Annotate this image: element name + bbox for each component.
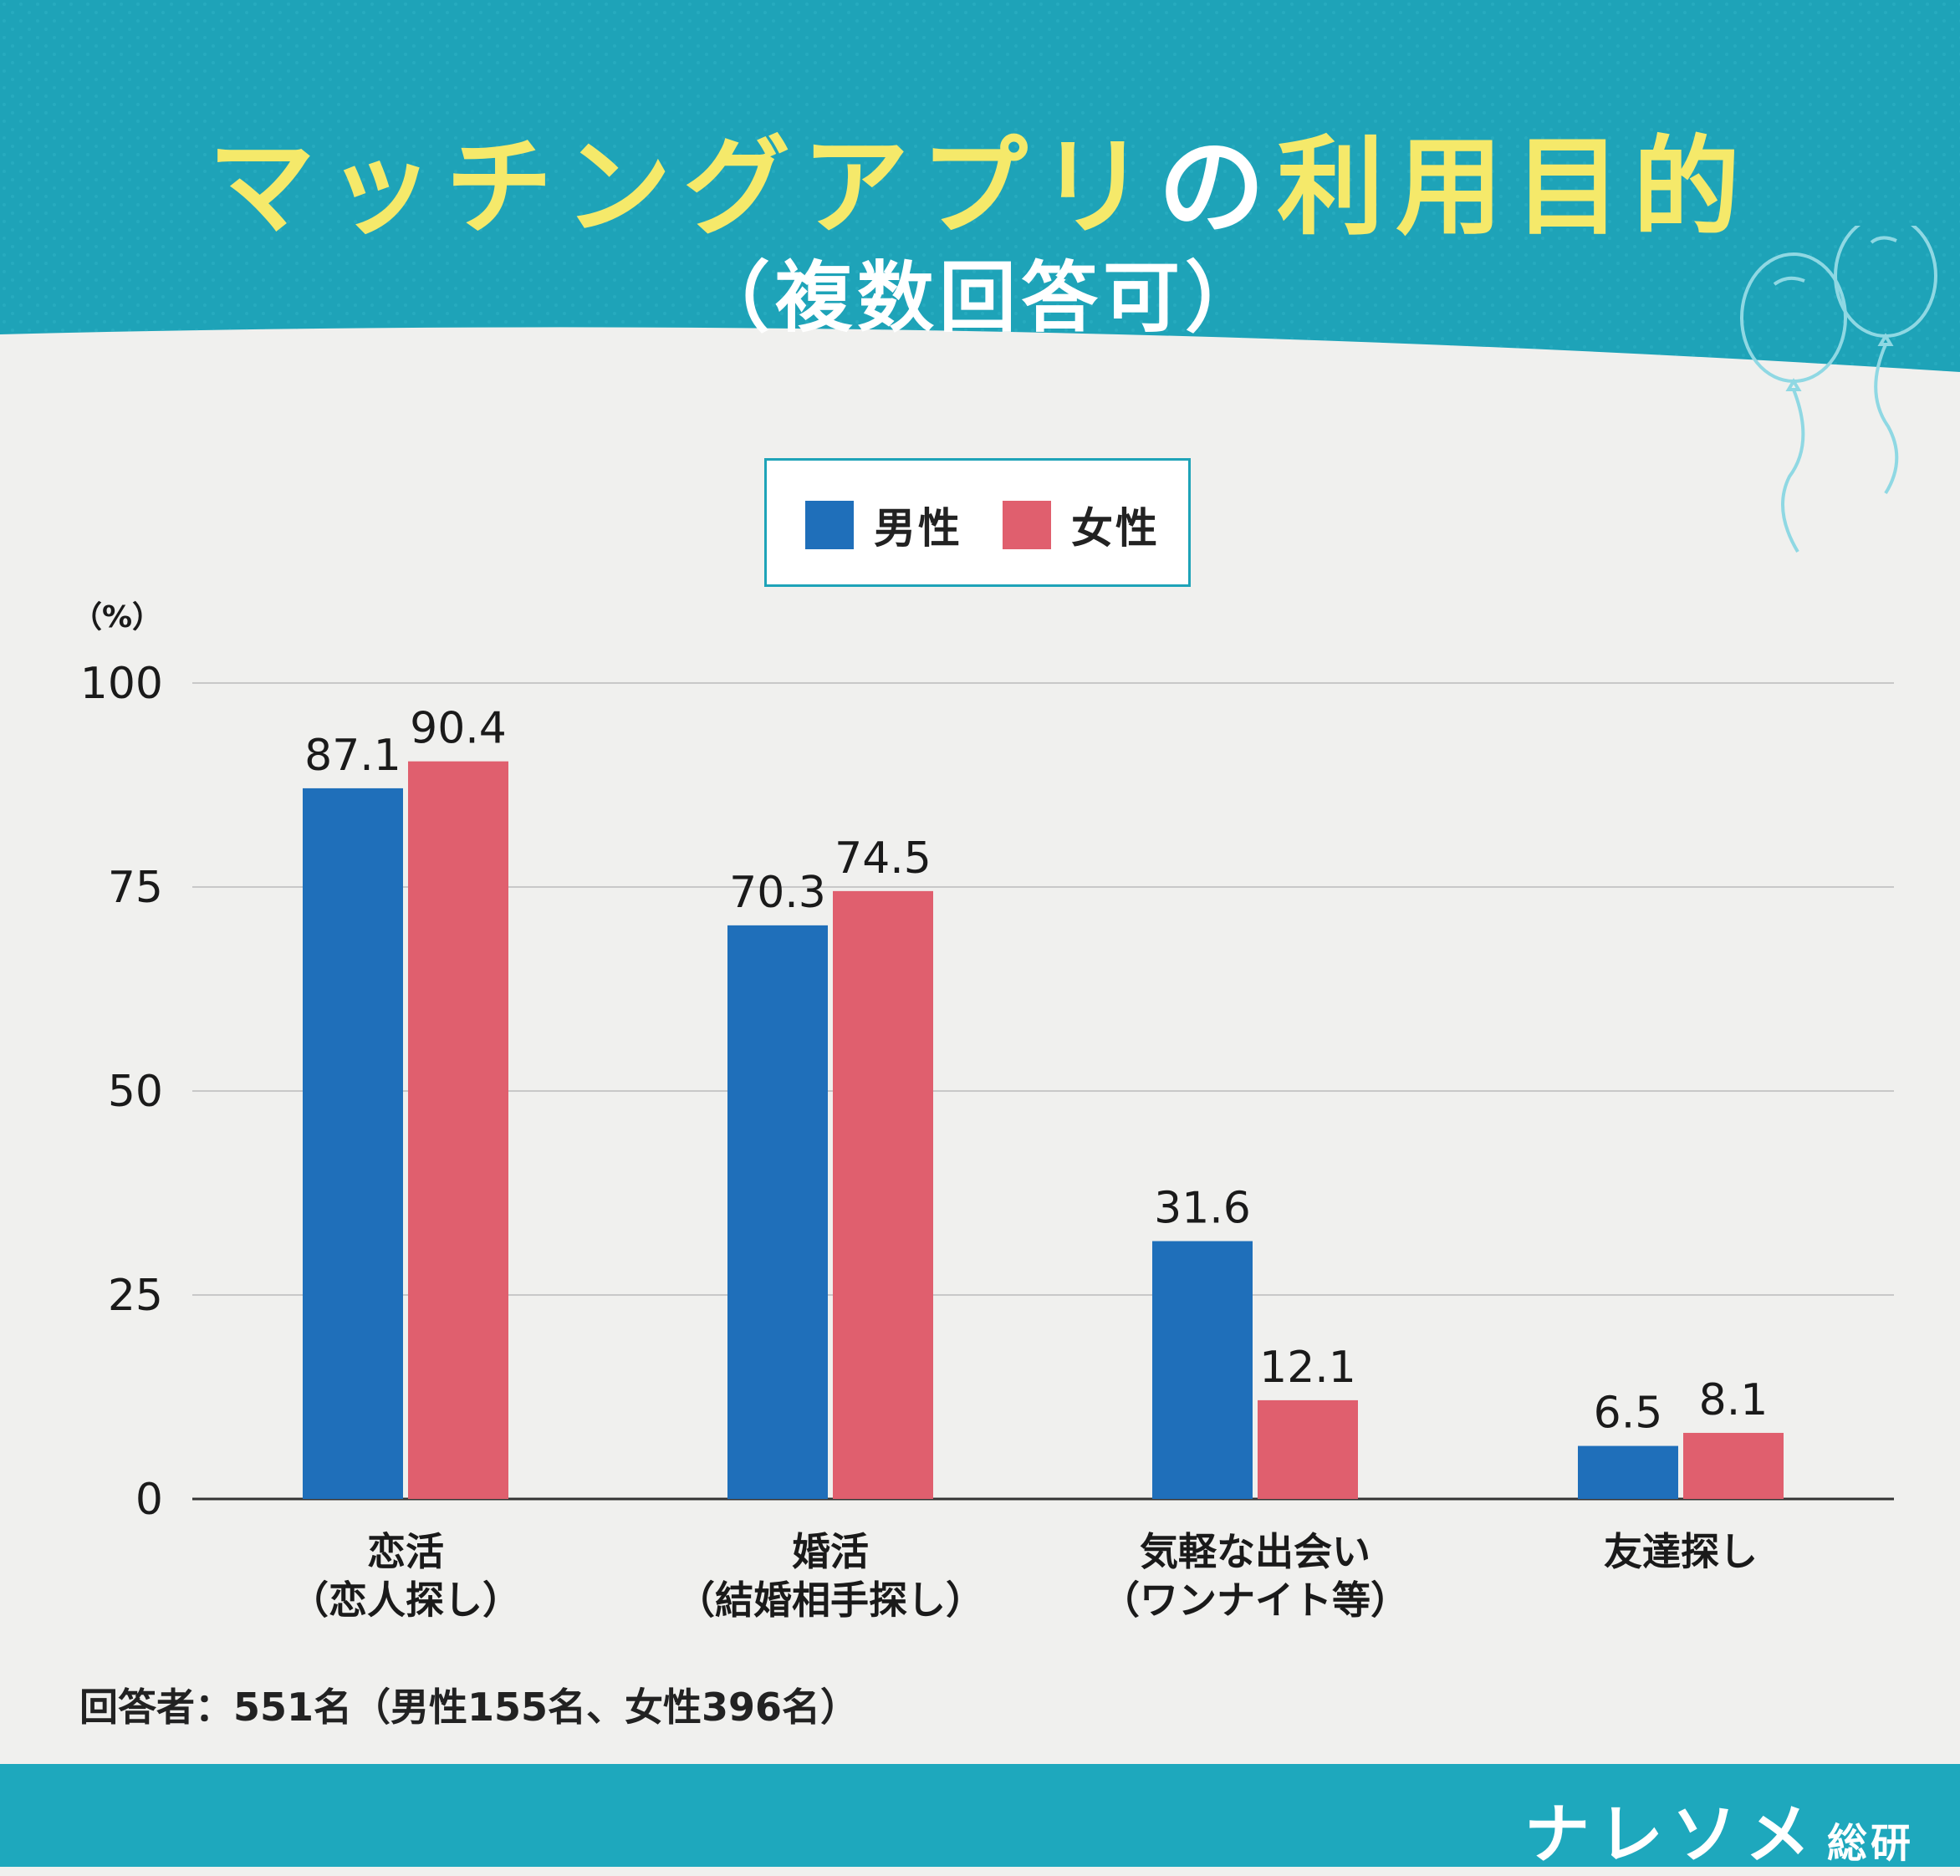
category-label: 婚活 xyxy=(792,1529,869,1574)
chart-subtitle: （複数回答可） xyxy=(692,253,1267,343)
bar-male xyxy=(303,788,403,1499)
bar-female xyxy=(1683,1432,1784,1499)
bar-chart: （%）025507510087.190.4恋活（恋人探し）70.374.5婚活（… xyxy=(72,600,1894,1623)
category-label: （ワンナイト等） xyxy=(1101,1578,1409,1623)
y-tick-label: 75 xyxy=(108,863,163,913)
bar-female xyxy=(1258,1399,1358,1499)
respondent-note: 回答者：551名（男性155名、女性396名） xyxy=(79,1685,860,1730)
bar-male xyxy=(1578,1445,1678,1499)
legend-swatch-male xyxy=(805,501,854,549)
data-label: 90.4 xyxy=(410,704,507,754)
category-label: 気軽な出会い xyxy=(1140,1529,1370,1574)
y-tick-label: 100 xyxy=(80,659,163,709)
data-label: 74.5 xyxy=(835,833,932,884)
brand-suffix: 総研 xyxy=(1826,1820,1914,1867)
legend-item-male: 男性 xyxy=(805,500,962,553)
category-label: 友達探し xyxy=(1604,1529,1758,1574)
category-label: 恋活 xyxy=(367,1529,444,1574)
legend-label-male: 男性 xyxy=(874,504,962,553)
y-unit-label: （%） xyxy=(72,600,162,635)
header-banner: マッチングアプリの利用目的 （複数回答可） xyxy=(0,0,1960,393)
legend-item-female: 女性 xyxy=(1003,500,1160,553)
bar-female xyxy=(408,761,508,1499)
y-tick-label: 50 xyxy=(108,1067,163,1117)
category-label: （恋人探し） xyxy=(290,1578,521,1623)
data-label: 31.6 xyxy=(1154,1184,1251,1234)
footer-bar: ナレソメ 総研 xyxy=(0,1764,1960,1873)
data-label: 12.1 xyxy=(1259,1343,1356,1393)
y-tick-label: 25 xyxy=(108,1271,163,1321)
title-part3: 利用目的 xyxy=(1277,125,1753,250)
chart-legend: 男性 女性 xyxy=(764,458,1191,587)
legend-swatch-female xyxy=(1003,501,1051,549)
title-part1: マッチングアプリ xyxy=(207,125,1158,250)
chart-title: マッチングアプリの利用目的 xyxy=(0,100,1960,255)
bar-male xyxy=(727,925,828,1499)
balloons-icon xyxy=(1740,226,1937,553)
data-label: 70.3 xyxy=(729,868,826,918)
bar-male xyxy=(1152,1241,1253,1499)
data-label: 8.1 xyxy=(1699,1375,1769,1425)
data-label: 87.1 xyxy=(304,731,401,781)
data-label: 6.5 xyxy=(1594,1389,1663,1439)
category-label: （結婚相手探し） xyxy=(676,1578,984,1623)
title-part2: の xyxy=(1157,125,1277,250)
bar-female xyxy=(833,890,933,1499)
brand-logo: ナレソメ 総研 xyxy=(1524,1782,1914,1876)
y-tick-label: 0 xyxy=(135,1475,163,1525)
legend-label-female: 女性 xyxy=(1071,504,1160,553)
header-background xyxy=(0,0,1960,372)
brand-name: ナレソメ xyxy=(1524,1797,1819,1873)
